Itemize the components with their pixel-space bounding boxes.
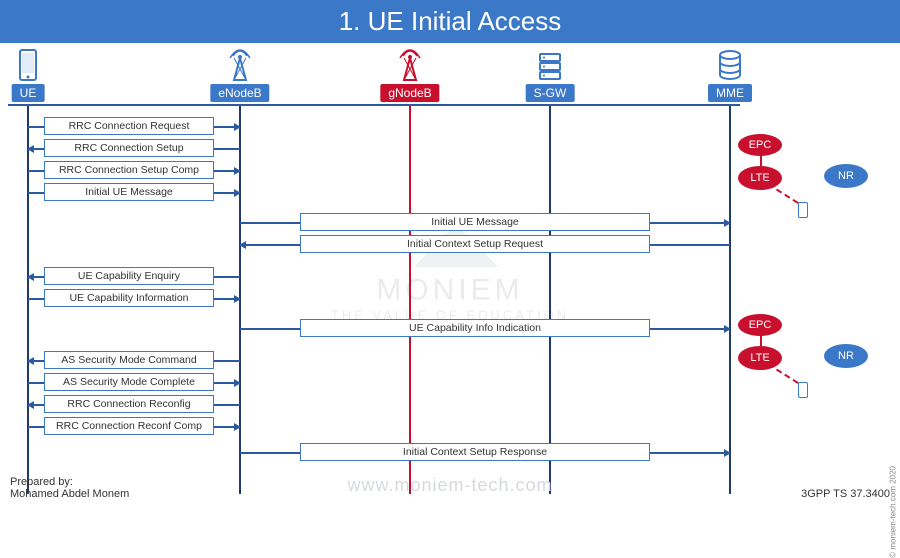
message-arrow [28,170,44,172]
message-box: RRC Connection Setup [44,139,214,157]
message-box: Initial Context Setup Request [300,235,650,253]
sequence-diagram: UE eNodeB gNodeB S-GW MME RRC Connection Requ… [0,44,900,506]
message-box: UE Capability Information [44,289,214,307]
network-node-nr: NR [824,164,868,188]
actor-enodeb: eNodeB [210,84,269,102]
header-rule [8,104,740,106]
message-box: UE Capability Enquiry [44,267,214,285]
message-box: RRC Connection Setup Comp [44,161,214,179]
message-arrow [240,222,300,224]
message-arrow [650,244,730,246]
message-arrow [650,222,730,224]
prepared-by: Prepared by: Mohamed Abdel Monem [10,476,129,500]
message-arrow [214,382,240,384]
message-arrow [240,452,300,454]
message-arrow [28,148,44,150]
message-arrow [214,426,240,428]
message-arrow [28,360,44,362]
message-box: RRC Connection Reconfig [44,395,214,413]
ue-icon [18,48,38,87]
ue-mini-icon [798,382,808,398]
message-arrow [240,244,300,246]
message-arrow [214,126,240,128]
message-arrow [28,298,44,300]
message-box: RRC Connection Reconf Comp [44,417,214,435]
message-arrow [28,276,44,278]
message-arrow [28,192,44,194]
message-arrow [214,404,240,406]
message-arrow [214,360,240,362]
message-box: RRC Connection Request [44,117,214,135]
message-arrow [214,192,240,194]
prepared-label: Prepared by: [10,476,73,488]
dashed-link [760,156,762,166]
message-arrow [28,382,44,384]
dashed-link [760,336,762,346]
message-arrow [240,328,300,330]
message-arrow [214,276,240,278]
prepared-name: Mohamed Abdel Monem [10,488,129,500]
network-node-epc: EPC [738,314,782,336]
message-arrow [650,328,730,330]
message-arrow [650,452,730,454]
message-arrow [214,148,240,150]
actor-sgw: S-GW [526,84,575,102]
message-box: AS Security Mode Command [44,351,214,369]
ue-mini-icon [798,202,808,218]
gnodeb-icon [395,48,425,87]
message-box: UE Capability Info Indication [300,319,650,337]
network-node-nr: NR [824,344,868,368]
copyright: © moniem-tech.com 2020 [889,466,898,558]
message-box: Initial UE Message [44,183,214,201]
message-box: AS Security Mode Complete [44,373,214,391]
actor-ue: UE [12,84,45,102]
message-arrow [28,426,44,428]
mme-icon [716,48,744,87]
actor-mme: MME [708,84,752,102]
message-box: Initial UE Message [300,213,650,231]
spec-reference: 3GPP TS 37.3400 [801,488,890,500]
page-title: 1. UE Initial Access [0,0,900,43]
message-arrow [214,298,240,300]
actor-gnodeb: gNodeB [380,84,439,102]
enodeb-icon [225,48,255,87]
network-node-epc: EPC [738,134,782,156]
lifeline-mme [729,104,731,494]
message-arrow [214,170,240,172]
message-arrow [28,404,44,406]
message-arrow [28,126,44,128]
lifeline-sgw [549,104,551,494]
lifeline-gnodeb [409,104,411,494]
sgw-icon [536,48,564,87]
watermark-url: www.moniem-tech.com [347,475,552,496]
message-box: Initial Context Setup Response [300,443,650,461]
